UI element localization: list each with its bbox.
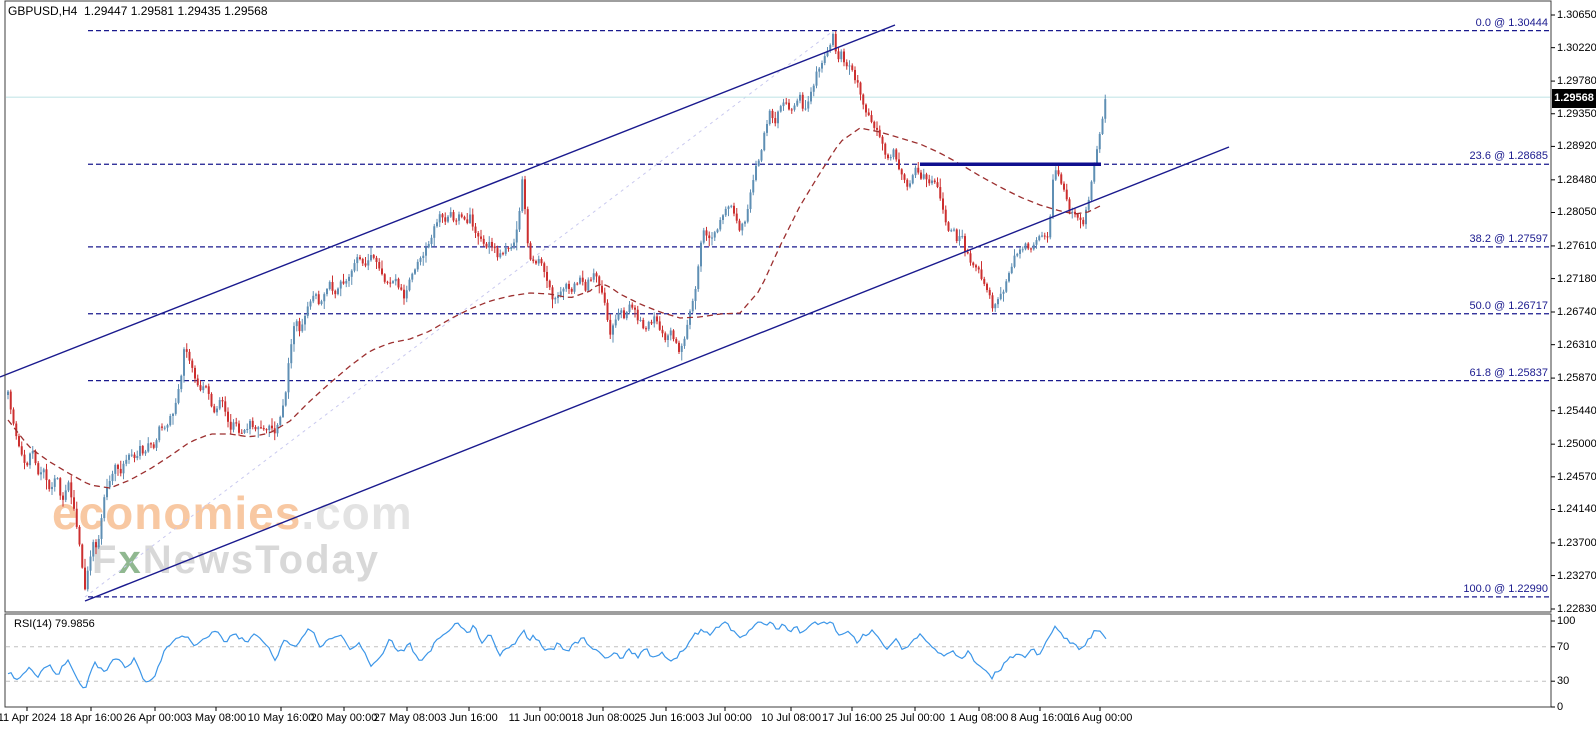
- price-axis-label: 1.30220: [1557, 41, 1596, 54]
- price-axis-label: 1.28480: [1557, 173, 1596, 186]
- time-axis-label: 3 May 08:00: [185, 712, 247, 724]
- time-axis-label: 11 Apr 2024: [0, 712, 57, 724]
- rsi-scale-label: 0: [1557, 701, 1564, 713]
- price-axis-label: 1.29780: [1557, 75, 1596, 88]
- price-axis-label: 1.28050: [1557, 206, 1596, 219]
- time-axis-label: 17 Jul 16:00: [822, 712, 882, 724]
- time-axis-label: 3 Jun 16:00: [440, 712, 498, 724]
- time-axis-label: 1 Aug 08:00: [949, 712, 1009, 724]
- price-axis-label: 1.30650: [1557, 9, 1596, 21]
- time-axis-label: 10 May 16:00: [247, 712, 315, 724]
- time-axis-label: 18 Apr 16:00: [59, 712, 123, 724]
- fib-level-label: 100.0 @ 1.22990: [1463, 582, 1548, 595]
- fib-level-label: 61.8 @ 1.25837: [1469, 366, 1548, 379]
- price-axis-label: 1.23700: [1557, 536, 1596, 549]
- time-axis-label: 8 Aug 16:00: [1010, 712, 1070, 724]
- price-axis-label: 1.27180: [1557, 272, 1596, 285]
- price-axis-label: 1.24140: [1557, 503, 1596, 516]
- fib-level-label: 23.6 @ 1.28685: [1469, 150, 1548, 163]
- price-axis-label: 1.23270: [1557, 569, 1596, 582]
- price-axis-label: 1.24570: [1557, 470, 1596, 483]
- price-axis-label: 1.29350: [1557, 107, 1596, 120]
- rsi-indicator-label: RSI(14) 79.9856: [14, 618, 95, 630]
- time-axis-label: 26 Apr 00:00: [123, 712, 187, 724]
- time-axis-label: 25 Jun 16:00: [634, 712, 698, 724]
- time-axis-label: 18 Jun 08:00: [571, 712, 635, 724]
- price-axis-label: 1.26740: [1557, 306, 1596, 318]
- price-axis-label: 1.22830: [1557, 603, 1596, 615]
- price-axis-label: 1.25000: [1557, 438, 1596, 451]
- time-axis-label: 25 Jul 00:00: [885, 712, 945, 724]
- rsi-scale-label: 70: [1557, 640, 1570, 653]
- fib-level-label: 50.0 @ 1.26717: [1469, 299, 1548, 312]
- time-axis-label: 10 Jul 08:00: [761, 712, 821, 724]
- fib-level-label: 0.0 @ 1.30444: [1475, 16, 1548, 29]
- price-axis-label: 1.27610: [1557, 239, 1596, 252]
- price-axis-label: 1.25870: [1557, 372, 1596, 385]
- price-axis-label: 1.28920: [1557, 140, 1596, 153]
- rsi-scale-label: 30: [1557, 675, 1570, 688]
- price-axis-label: 1.25440: [1557, 404, 1596, 417]
- current-price-tag: 1.29568: [1552, 89, 1596, 108]
- time-axis-label: 20 May 00:00: [310, 712, 378, 724]
- time-axis-label: 27 May 08:00: [373, 712, 441, 724]
- fib-level-label: 38.2 @ 1.27597: [1469, 232, 1548, 245]
- time-axis-label: 3 Jul 00:00: [698, 712, 752, 724]
- time-axis-label: 16 Aug 00:00: [1067, 712, 1133, 724]
- time-axis-label: 11 Jun 00:00: [508, 712, 572, 724]
- chart-symbol-title: GBPUSD,H4 1.29447 1.29581 1.29435 1.2956…: [8, 4, 268, 18]
- price-axis-label: 1.26310: [1557, 338, 1596, 351]
- rsi-scale-label: 100: [1557, 615, 1576, 627]
